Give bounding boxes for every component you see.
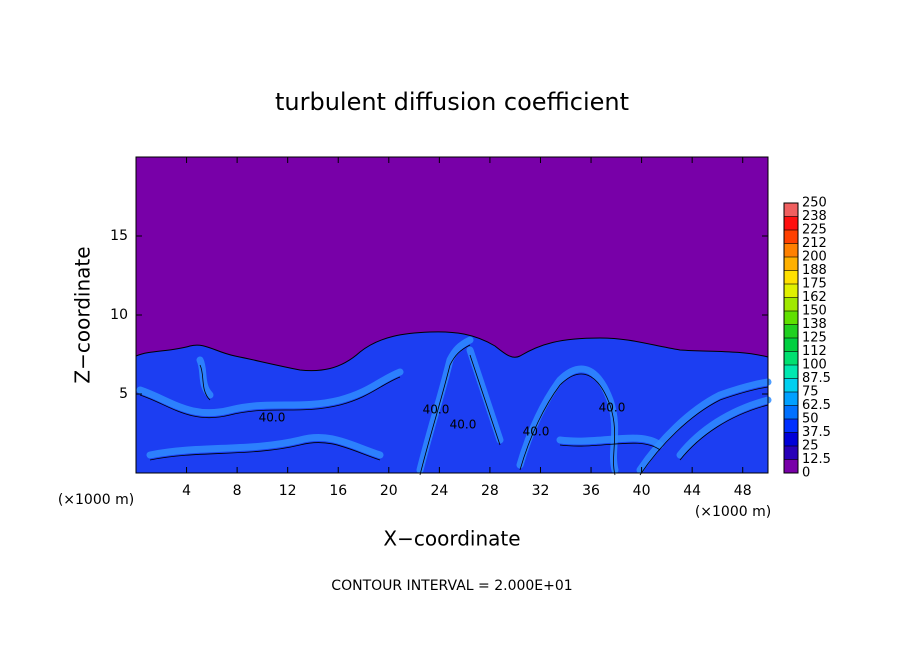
colorbar-segment (784, 284, 798, 298)
y-tick-label: 5 (119, 386, 128, 402)
colorbar-segment (784, 392, 798, 406)
colorbar-segment (784, 365, 798, 379)
x-tick-label: 20 (380, 483, 398, 499)
contour-line (469, 354, 501, 446)
field-streak (416, 336, 474, 474)
colorbar-label: 138 (802, 317, 827, 332)
x-tick-label: 48 (734, 483, 752, 499)
colorbar-segment (784, 243, 798, 257)
chart-title: turbulent diffusion coefficient (275, 88, 629, 116)
contour-line (419, 344, 471, 476)
x-tick-label: 40 (633, 483, 651, 499)
contour-label: 40.0 (523, 425, 550, 439)
field-streak (136, 368, 404, 417)
y-unit: (×1000 m) (695, 504, 771, 520)
colorbar-label: 75 (802, 385, 819, 400)
colorbar-label: 200 (802, 250, 827, 265)
colorbar-segment (784, 216, 798, 230)
colorbar-segment (784, 230, 798, 244)
colorbar-label: 25 (802, 439, 819, 454)
colorbar-label: 162 (802, 290, 827, 305)
colorbar-segment (784, 459, 798, 473)
x-tick-label: 8 (233, 483, 242, 499)
colorbar-label: 250 (802, 196, 827, 211)
colorbar-segment (784, 446, 798, 460)
field-streak (556, 434, 664, 449)
colorbar-segment (784, 419, 798, 433)
colorbar-segment (784, 432, 798, 446)
y-tick-label: 10 (110, 307, 128, 323)
colorbar-label: 188 (802, 263, 827, 278)
colorbar-label: 112 (802, 344, 827, 359)
x-tick-label: 44 (683, 483, 701, 499)
x-tick-label: 16 (329, 483, 347, 499)
field-streak (196, 356, 214, 399)
field-streak (676, 396, 772, 459)
colorbar-segment (784, 324, 798, 338)
colorbar-label: 12.5 (802, 452, 831, 467)
colorbar-label: 225 (802, 223, 827, 238)
x-tick-label: 32 (532, 483, 550, 499)
colorbar-segment (784, 311, 798, 325)
x-unit: (×1000 m) (58, 492, 134, 508)
x-tick-label: 4 (182, 483, 191, 499)
contour-line (679, 404, 769, 461)
contour-line (149, 442, 381, 461)
colorbar-label: 238 (802, 209, 827, 224)
colorbar-segment (784, 405, 798, 419)
colorbar-label: 87.5 (802, 371, 831, 386)
contour-label: 40.0 (423, 403, 450, 417)
contour-line (519, 373, 616, 476)
x-tick-label: 28 (481, 483, 499, 499)
colorbar-segment (784, 203, 798, 217)
field-streak (466, 346, 504, 444)
colorbar-label: 100 (802, 358, 827, 373)
colorbar-label: 125 (802, 331, 827, 346)
x-tick-label: 36 (582, 483, 600, 499)
contour-label: 40.0 (259, 411, 286, 425)
colorbar-label: 175 (802, 277, 827, 292)
contour-line (199, 364, 211, 401)
colorbar-label: 150 (802, 304, 827, 319)
colorbar-label: 212 (802, 236, 827, 251)
contour-line (639, 386, 769, 476)
colorbar-label: 62.5 (802, 398, 831, 413)
colorbar-segment (784, 257, 798, 271)
colorbar-segment (784, 378, 798, 392)
field-streak (146, 434, 384, 459)
colorbar-label: 37.5 (802, 425, 831, 440)
colorbar-segment (784, 270, 798, 284)
colorbar-label: 0 (802, 466, 810, 481)
colorbar-segment (784, 338, 798, 352)
footer: CONTOUR INTERVAL = 2.000E+01 (331, 578, 572, 594)
x-tick-label: 24 (430, 483, 448, 499)
y-tick-label: 15 (110, 228, 128, 244)
contour-label: 40.0 (599, 401, 626, 415)
colorbar-segment (784, 297, 798, 311)
plot-area: 40.040.040.0 40.040.0 (135, 156, 772, 476)
contour-line (559, 442, 661, 451)
contour-label: 40.0 (450, 418, 477, 432)
contour-line (139, 376, 401, 419)
x-tick-label: 12 (279, 483, 297, 499)
y-axis-label: Z−coordinate (71, 246, 95, 383)
x-axis-label: X−coordinate (383, 527, 520, 551)
colorbar-label: 50 (802, 412, 819, 427)
colorbar-segment (784, 351, 798, 365)
